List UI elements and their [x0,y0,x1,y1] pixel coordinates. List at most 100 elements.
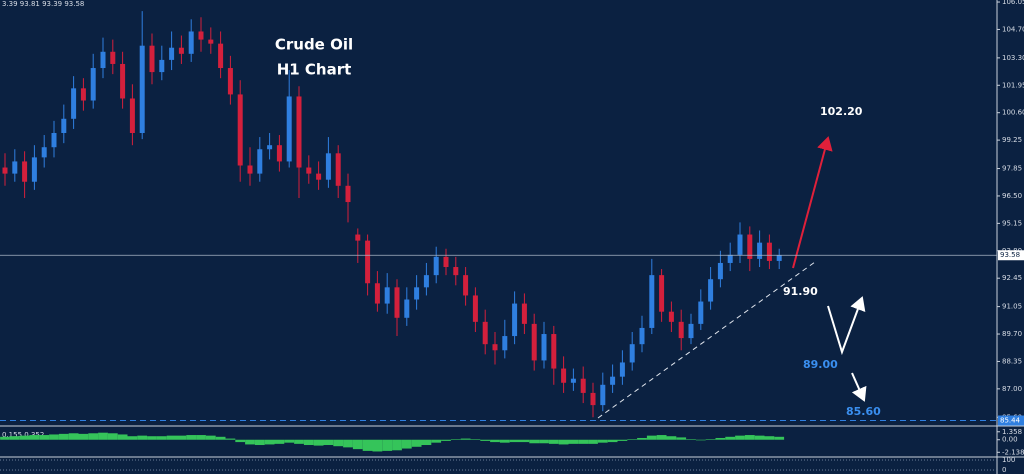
histogram-bar [686,439,696,440]
histogram-bar [450,439,461,440]
candle-body [766,242,772,261]
histogram-bar [627,439,638,440]
histogram-bar [274,439,285,444]
histogram-bar [431,439,442,443]
candle-body [286,96,292,162]
current-price-label: 93.58 [1000,251,1020,259]
candle-body [639,327,645,345]
candle-body [590,392,596,406]
candle-body [178,47,184,54]
candle-body [51,133,57,148]
histogram-bar [58,433,69,440]
histogram-bar [0,436,10,440]
candle-body [433,256,439,276]
histogram-bar [294,439,304,444]
histogram-bar [147,436,157,440]
histogram-bar [499,439,510,443]
histogram-bar [98,432,108,440]
candle-body [629,344,635,363]
chart-subtitle: H1 Chart [277,61,352,79]
candle-body [502,336,508,351]
histogram-bar [715,437,726,440]
candle-body [296,96,302,168]
histogram-bar [764,436,775,440]
histogram-bar [519,439,530,443]
histogram-bar [754,435,765,440]
support-label: 85.44 [1000,417,1021,425]
histogram-bar [9,436,20,440]
candle-body [443,256,449,268]
up-arrow [792,136,833,269]
candle-body [610,376,616,385]
y-tick-label: 0 [1002,466,1006,474]
y-tick-label: 100.60 [1002,109,1024,117]
candle-body [129,98,135,134]
histogram-bar [313,439,324,446]
candle-body [619,362,625,377]
histogram-bar [676,437,687,440]
histogram-bar [333,439,344,447]
candle-body [335,153,341,186]
histogram-bar [343,439,353,448]
histogram-bar [588,439,598,444]
histogram-bar [166,435,177,440]
y-tick-label: 96.50 [1002,192,1022,200]
histogram-bar [88,433,99,440]
histogram-bar [666,436,677,440]
candle-body [492,344,498,351]
candle-body [649,275,655,328]
histogram-bar [49,434,59,440]
level-annotation: 85.60 [846,405,881,418]
histogram-bar [352,439,363,450]
candle-body [600,384,606,406]
candle-body [580,378,586,393]
zigzag-arrow [827,296,866,356]
y-tick-label: 91.05 [1002,303,1022,311]
y-tick-label: 87.00 [1002,385,1022,393]
histogram-bar [176,435,187,440]
histogram-bar [382,439,393,451]
histogram-bar [558,439,569,445]
candle-body [668,311,674,322]
candle-body [472,295,478,322]
candle-body [482,321,488,345]
candle-body [120,63,126,99]
candle-body [698,301,704,324]
histogram-bar [303,439,314,446]
candle-body [237,94,243,166]
candle-body [12,161,18,174]
candle-body [374,283,380,304]
candle-body [316,173,322,180]
histogram-bar [637,437,647,440]
candle-body [41,147,47,158]
y-tick-label: 99.25 [1002,136,1022,144]
histogram-bar [695,439,706,441]
y-tick-label: 106.05 [1002,0,1024,6]
candle-body [659,275,665,312]
candle-body [708,279,714,302]
y-tick-label: -2.138 [1002,448,1024,456]
candle-body [159,59,165,73]
y-tick-label: 0.00 [1002,436,1018,444]
y-tick-label: 92.45 [1002,274,1022,282]
histogram-bar [186,435,197,440]
candle-body [227,68,233,95]
histogram-bar [245,439,255,445]
candle-body [747,234,753,259]
candle-body [727,254,733,263]
histogram-bar [705,439,716,440]
histogram-bar [284,439,295,443]
chart-title: Crude Oil [275,36,353,54]
y-tick-label: 104.70 [1002,25,1024,33]
candle-body [110,51,116,64]
candle-body [61,118,67,134]
price-tag [998,415,1024,426]
candle-body [463,275,469,296]
histogram-bar [421,439,432,446]
histogram-bar [323,439,334,446]
candle-body [688,323,694,339]
candle-body [80,88,86,101]
candle-body [198,31,204,40]
histogram-bar [725,436,736,440]
